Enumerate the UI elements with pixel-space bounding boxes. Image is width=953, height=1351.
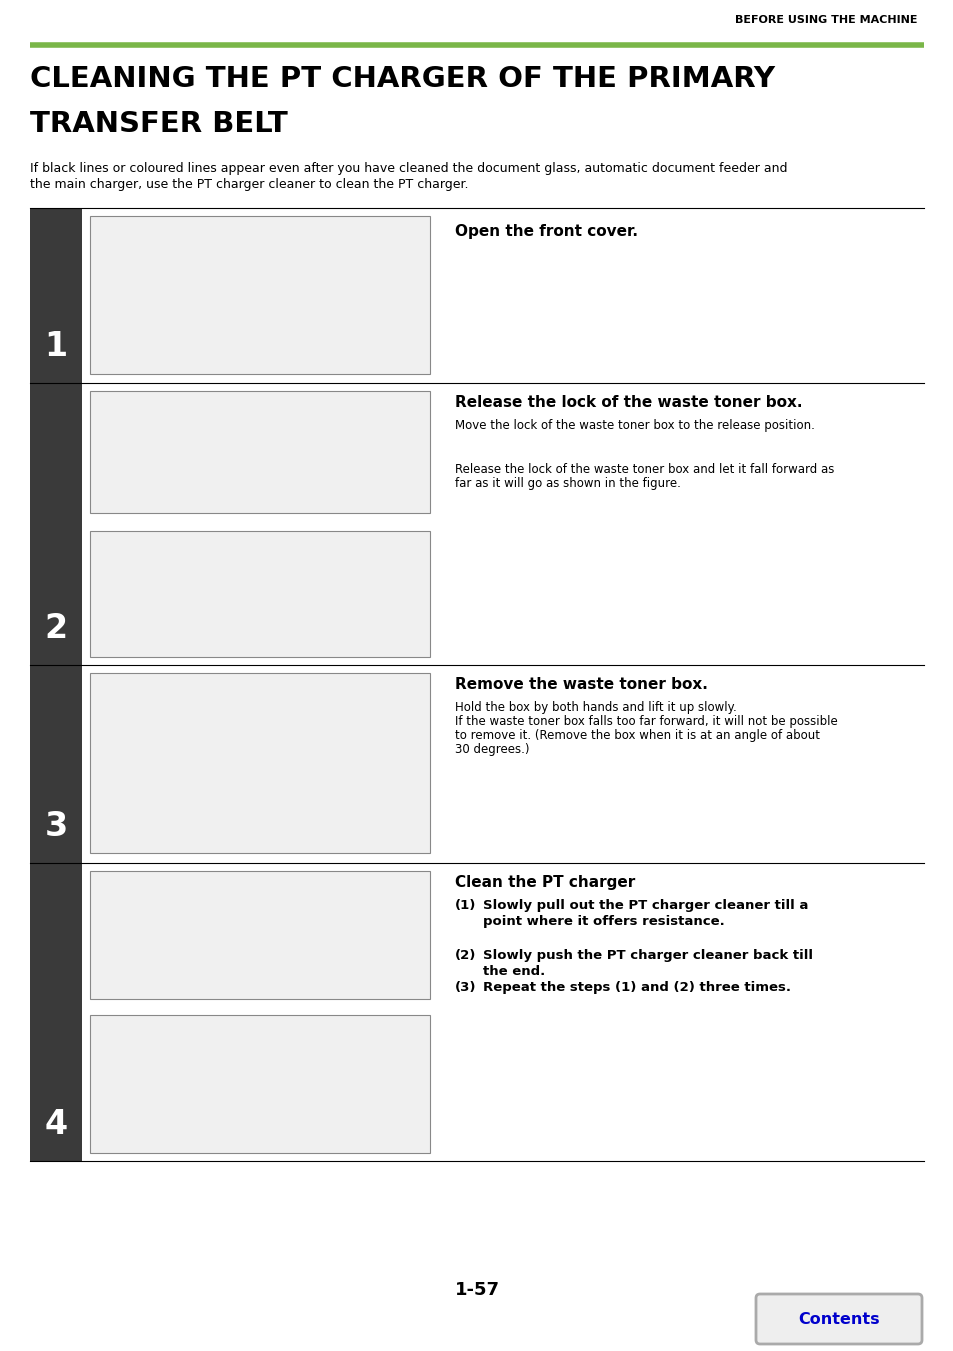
Text: Slowly pull out the PT charger cleaner till a: Slowly pull out the PT charger cleaner t…	[482, 898, 807, 912]
Text: Move the lock of the waste toner box to the release position.: Move the lock of the waste toner box to …	[455, 419, 814, 432]
Text: the end.: the end.	[482, 965, 545, 978]
Text: TRANSFER BELT: TRANSFER BELT	[30, 109, 288, 138]
Bar	[90, 1015, 430, 1152]
Text: Open the front cover.: Open the front cover.	[455, 224, 638, 239]
Bar	[30, 382, 82, 665]
Text: 4: 4	[45, 1108, 68, 1142]
Text: 1-57: 1-57	[454, 1281, 499, 1300]
Text: BEFORE USING THE MACHINE: BEFORE USING THE MACHINE	[735, 15, 917, 26]
Text: If the waste toner box falls too far forward, it will not be possible: If the waste toner box falls too far for…	[455, 715, 837, 728]
Text: Release the lock of the waste toner box and let it fall forward as: Release the lock of the waste toner box …	[455, 463, 834, 476]
Text: Contents: Contents	[798, 1312, 879, 1327]
Text: 1: 1	[45, 330, 68, 363]
Bar	[30, 863, 82, 1161]
Text: the main charger, use the PT charger cleaner to clean the PT charger.: the main charger, use the PT charger cle…	[30, 178, 468, 190]
Text: Remove the waste toner box.: Remove the waste toner box.	[455, 677, 707, 692]
Text: 2: 2	[45, 612, 68, 644]
Text: (2): (2)	[455, 948, 476, 962]
Text: Slowly push the PT charger cleaner back till: Slowly push the PT charger cleaner back …	[482, 948, 812, 962]
Text: Release the lock of the waste toner box.: Release the lock of the waste toner box.	[455, 394, 801, 409]
Text: (1): (1)	[455, 898, 476, 912]
Bar	[90, 216, 430, 374]
Bar	[90, 871, 430, 998]
Text: Repeat the steps (1) and (2) three times.: Repeat the steps (1) and (2) three times…	[482, 981, 790, 994]
Text: point where it offers resistance.: point where it offers resistance.	[482, 915, 724, 928]
Text: 30 degrees.): 30 degrees.)	[455, 743, 529, 757]
Text: to remove it. (Remove the box when it is at an angle of about: to remove it. (Remove the box when it is…	[455, 730, 820, 742]
Text: Clean the PT charger: Clean the PT charger	[455, 875, 635, 890]
Text: Hold the box by both hands and lift it up slowly.: Hold the box by both hands and lift it u…	[455, 701, 736, 713]
Bar	[90, 390, 430, 513]
Text: 3: 3	[45, 811, 68, 843]
Bar	[30, 208, 82, 382]
Bar	[30, 665, 82, 863]
FancyBboxPatch shape	[755, 1294, 921, 1344]
Bar	[90, 531, 430, 657]
Text: (3): (3)	[455, 981, 476, 994]
Text: CLEANING THE PT CHARGER OF THE PRIMARY: CLEANING THE PT CHARGER OF THE PRIMARY	[30, 65, 774, 93]
Text: If black lines or coloured lines appear even after you have cleaned the document: If black lines or coloured lines appear …	[30, 162, 786, 176]
Bar	[90, 673, 430, 852]
Text: far as it will go as shown in the figure.: far as it will go as shown in the figure…	[455, 477, 680, 490]
